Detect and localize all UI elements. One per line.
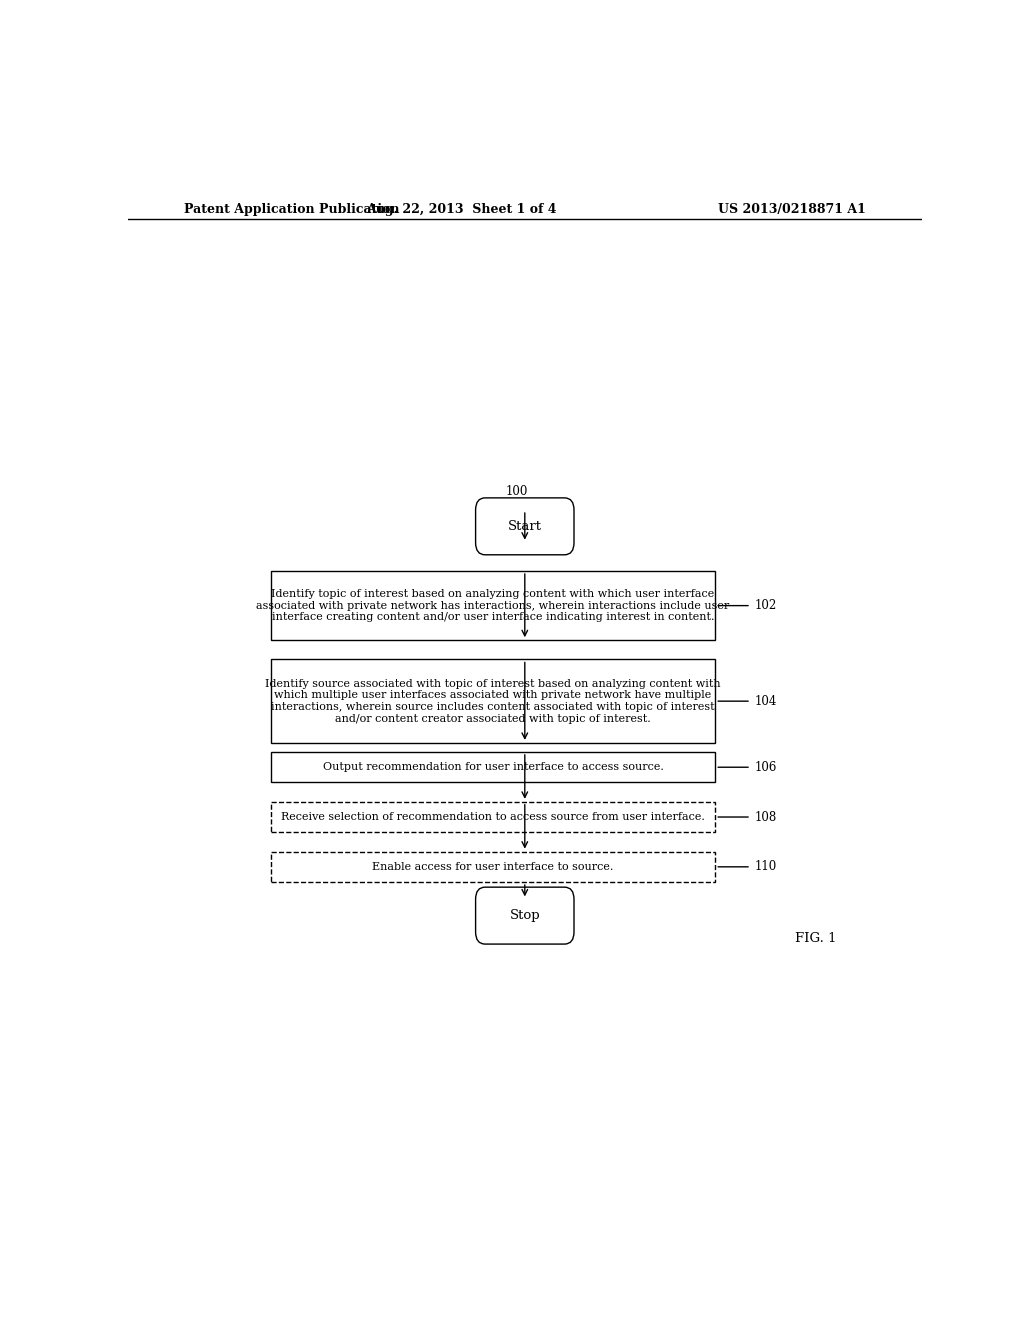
Bar [270, 660, 715, 743]
Text: 108: 108 [755, 810, 777, 824]
Text: Start: Start [508, 520, 542, 533]
Text: 106: 106 [755, 760, 777, 774]
FancyBboxPatch shape [270, 851, 715, 882]
Text: Output recommendation for user interface to access source.: Output recommendation for user interface… [323, 762, 664, 772]
FancyBboxPatch shape [270, 801, 715, 833]
Text: 110: 110 [755, 861, 777, 874]
Text: FIG. 1: FIG. 1 [795, 932, 837, 945]
Text: Aug. 22, 2013  Sheet 1 of 4: Aug. 22, 2013 Sheet 1 of 4 [366, 203, 557, 215]
Text: 102: 102 [755, 599, 777, 612]
FancyBboxPatch shape [475, 498, 574, 554]
Text: Stop: Stop [510, 909, 540, 923]
Text: Identify source associated with topic of interest based on analyzing content wit: Identify source associated with topic of… [265, 678, 721, 723]
Text: Patent Application Publication: Patent Application Publication [183, 203, 399, 215]
FancyBboxPatch shape [475, 887, 574, 944]
Text: US 2013/0218871 A1: US 2013/0218871 A1 [718, 203, 866, 215]
Text: Enable access for user interface to source.: Enable access for user interface to sour… [373, 862, 613, 871]
Text: Identify topic of interest based on analyzing content with which user interface
: Identify topic of interest based on anal… [256, 589, 730, 622]
Bar [270, 572, 715, 640]
Bar [270, 752, 715, 783]
Text: Receive selection of recommendation to access source from user interface.: Receive selection of recommendation to a… [282, 812, 705, 822]
Text: 100: 100 [506, 484, 528, 498]
Text: 104: 104 [755, 694, 777, 708]
